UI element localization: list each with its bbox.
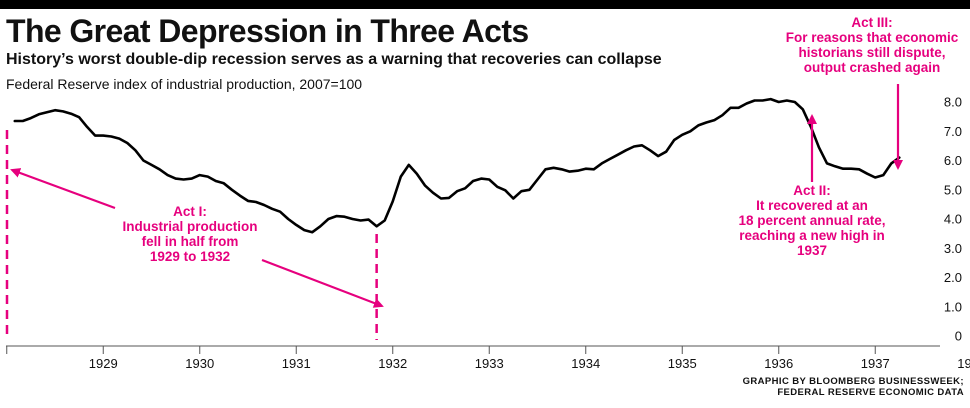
x-tick-label: 1931 — [282, 356, 311, 371]
x-tick-label: 1936 — [764, 356, 793, 371]
y-axis: 0 1.0 2.0 3.0 4.0 5.0 6.0 7.0 8.0 — [944, 95, 962, 344]
y-tick-label: 1.0 — [944, 299, 962, 314]
annotation-line: 1937 — [797, 243, 827, 258]
y-tick-label: 5.0 — [944, 182, 962, 197]
annotation-line: fell in half from — [142, 234, 239, 249]
y-tick-label: 7.0 — [944, 124, 962, 139]
act-iii-annotation: Act III:For reasons that economichistori… — [786, 15, 959, 170]
x-tick-label: 1935 — [668, 356, 697, 371]
x-tick-label: 1930 — [185, 356, 214, 371]
y-tick-label: 0 — [955, 329, 962, 344]
annotation-arrow — [261, 258, 384, 308]
annotation-title: Act I: — [173, 204, 207, 219]
annotation-title: Act III: — [851, 15, 892, 30]
credit-line: GRAPHIC BY BLOOMBERG BUSINESSWEEK; — [742, 376, 964, 387]
chart-units-label: Federal Reserve index of industrial prod… — [6, 76, 363, 92]
annotation-line: Industrial production — [123, 219, 258, 234]
x-tick-label: 1933 — [475, 356, 504, 371]
annotation-line: It recovered at an — [756, 198, 868, 213]
chart-title: The Great Depression in Three Acts — [6, 13, 529, 49]
chart-subtitle: History’s worst double-dip recession ser… — [6, 51, 662, 68]
x-tick-label: 1929 — [89, 356, 118, 371]
x-tick-label: 1937 — [861, 356, 890, 371]
source-credit: GRAPHIC BY BLOOMBERG BUSINESSWEEK; FEDER… — [743, 376, 964, 398]
annotation-arrow — [10, 168, 116, 210]
series-layer — [13, 97, 901, 234]
annotation-line: 1929 to 1932 — [150, 249, 230, 264]
y-tick-label: 6.0 — [944, 153, 962, 168]
annotation-line: For reasons that economic — [786, 30, 959, 45]
annotation-line: historians still dispute, — [798, 45, 945, 60]
annotation-line: 18 percent annual rate, — [738, 213, 885, 228]
annotation-line: reaching a new high in — [739, 228, 885, 243]
y-tick-label: 3.0 — [944, 241, 962, 256]
annotation-title: Act II: — [793, 183, 831, 198]
top-rule — [0, 0, 970, 9]
x-tick-label: 1932 — [378, 356, 407, 371]
x-tick-label: 1938 — [957, 356, 970, 371]
y-tick-label: 4.0 — [944, 212, 962, 227]
series-line — [13, 97, 901, 234]
x-tick-label: 1934 — [571, 356, 600, 371]
annotation-line: output crashed again — [804, 60, 941, 75]
x-axis: 1929 1930 1931 1932 1933 1934 1935 1936 1937 1938 — [6, 345, 970, 371]
y-tick-label: 2.0 — [944, 270, 962, 285]
y-tick-label: 8.0 — [944, 95, 962, 110]
source-line: FEDERAL RESERVE ECONOMIC DATA — [777, 387, 964, 398]
act-markers — [5, 130, 378, 340]
